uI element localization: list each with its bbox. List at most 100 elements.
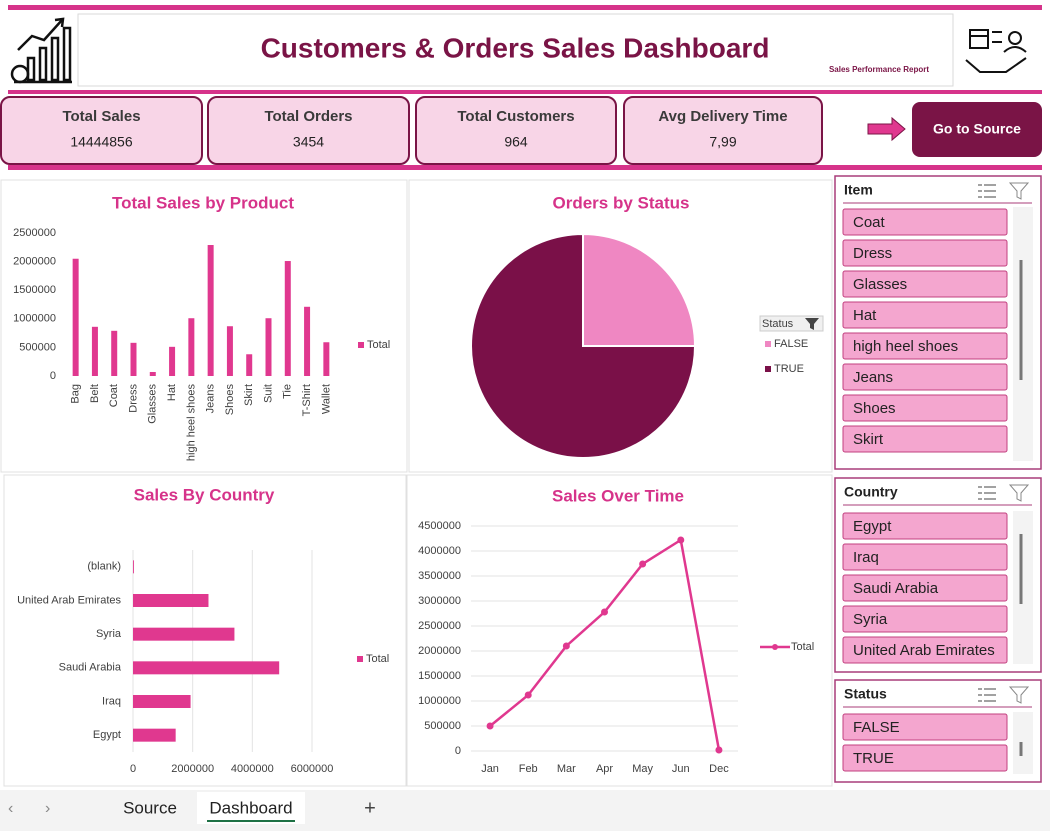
x-tick-label: Suit (262, 384, 274, 403)
clear-filter-icon[interactable] (1008, 686, 1030, 704)
slicer-item-label[interactable]: Dress (853, 245, 892, 262)
slicer-item[interactable] (842, 208, 1008, 236)
multi-select-icon[interactable] (978, 486, 996, 500)
slicer-item[interactable] (842, 744, 1008, 772)
slicer-item-label[interactable]: TRUE (853, 750, 894, 767)
slicer-item[interactable] (842, 301, 1008, 329)
legend-swatch (357, 656, 363, 662)
bar (265, 318, 272, 376)
x-tick-label: 4000000 (231, 763, 274, 775)
slicer-item-label[interactable]: Egypt (853, 518, 892, 535)
bar (72, 258, 79, 376)
y-tick-label: 4000000 (418, 545, 461, 557)
y-tick-label: 2500000 (418, 620, 461, 632)
slicer-item[interactable] (842, 394, 1008, 422)
clear-filter-icon[interactable] (1008, 484, 1030, 502)
y-tick-label: 3500000 (418, 570, 461, 582)
chart-title: Sales By Country (134, 485, 275, 504)
slicer-item-label[interactable]: Syria (853, 611, 888, 628)
kpi-value: 7,99 (709, 134, 736, 150)
x-tick-label: 0 (130, 763, 136, 775)
legend-swatch (765, 366, 771, 372)
slicer-item[interactable] (842, 574, 1008, 602)
slicer-item[interactable] (842, 605, 1008, 633)
x-tick-label: Dec (709, 763, 729, 775)
slicer-item-label[interactable]: Skirt (853, 431, 884, 448)
y-tick-label: 0 (50, 370, 56, 382)
legend-label: Total (791, 641, 814, 653)
chart-title: Total Sales by Product (112, 193, 294, 212)
legend-label: Total (366, 653, 389, 665)
bar (284, 261, 291, 376)
slicer-title: Status (844, 686, 887, 702)
add-sheet[interactable]: + (364, 797, 376, 819)
legend-swatch (765, 341, 771, 347)
slicer-item-label[interactable]: Coat (853, 214, 886, 231)
x-tick-label: Skirt (243, 384, 255, 406)
slicer-item-label[interactable]: Iraq (853, 549, 879, 566)
source-button-label[interactable]: Go to Source (933, 121, 1021, 137)
slicer-item-label[interactable]: Glasses (853, 276, 907, 293)
slicer-item[interactable] (842, 332, 1008, 360)
bar (207, 245, 214, 376)
y-tick-label: United Arab Emirates (17, 594, 121, 606)
panel (406, 474, 833, 787)
clear-filter-icon[interactable] (1008, 182, 1030, 200)
pie-slice (470, 232, 697, 459)
slicer-item-label[interactable]: high heel shoes (853, 338, 958, 355)
y-tick-label: 500000 (424, 720, 461, 732)
slicer-item[interactable] (842, 543, 1008, 571)
slicer-item[interactable] (842, 713, 1008, 741)
slicer-item[interactable] (842, 425, 1008, 453)
bar (304, 306, 311, 376)
sheet-tab[interactable]: Source (123, 798, 177, 817)
kpi-card (415, 96, 617, 165)
y-tick-label: 2500000 (13, 227, 56, 239)
slicer-item[interactable] (842, 270, 1008, 298)
slicer-item[interactable] (842, 636, 1008, 664)
bar (133, 594, 209, 607)
slicer-item[interactable] (842, 363, 1008, 391)
y-tick-label: Iraq (102, 695, 121, 707)
x-tick-label: Apr (596, 763, 613, 775)
y-tick-label: Syria (96, 628, 122, 640)
active-tab[interactable] (197, 792, 305, 824)
tab-next[interactable]: › (45, 800, 50, 817)
y-tick-label: 0 (455, 745, 461, 757)
kpi-band (8, 165, 1042, 170)
active-tab-underline (207, 820, 295, 822)
slicer-item-label[interactable]: United Arab Emirates (853, 642, 995, 659)
tab-bar (0, 790, 1050, 831)
x-tick-label: Hat (166, 384, 178, 401)
chart-title: Sales Over Time (552, 486, 684, 505)
x-tick-label: 6000000 (291, 763, 334, 775)
slicer-item-label[interactable]: Shoes (853, 400, 896, 417)
slicer-item-label[interactable]: Jeans (853, 369, 893, 386)
x-tick-label: T-Shirt (301, 384, 313, 416)
mid-band (8, 90, 1042, 94)
logo-left (10, 17, 72, 84)
legend-title: Status (762, 318, 794, 330)
scroll-track (1013, 712, 1033, 774)
source-button[interactable] (912, 102, 1042, 157)
sheet-tab[interactable]: Dashboard (209, 798, 292, 817)
bar (246, 354, 253, 376)
arrow (867, 116, 906, 142)
line-marker (486, 722, 494, 730)
multi-select-icon[interactable] (978, 688, 996, 702)
x-tick-label: Tie (282, 384, 294, 399)
bar (133, 695, 191, 708)
slicer-item[interactable] (842, 239, 1008, 267)
slicer-item-label[interactable]: FALSE (853, 719, 900, 736)
tab-prev[interactable]: ‹ (8, 800, 13, 817)
slicer-item-label[interactable]: Saudi Arabia (853, 580, 939, 597)
y-tick-label: (blank) (87, 561, 121, 573)
pie-slice (582, 232, 697, 347)
kpi-label: Total Sales (62, 108, 140, 125)
bar (226, 326, 233, 376)
slicer-item[interactable] (842, 512, 1008, 540)
line-marker (677, 536, 685, 544)
slicer-item-label[interactable]: Hat (853, 307, 877, 324)
multi-select-icon[interactable] (978, 184, 996, 198)
